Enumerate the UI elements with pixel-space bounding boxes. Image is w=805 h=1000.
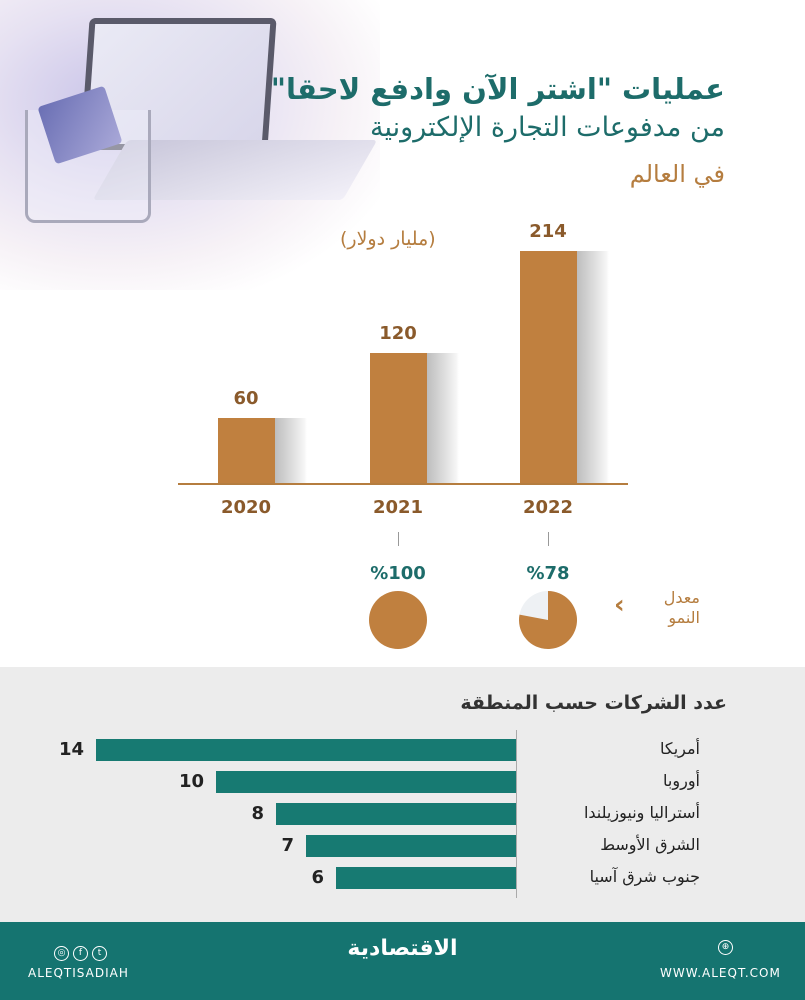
hbar-1 [216, 771, 516, 793]
bar-2021 [370, 352, 427, 483]
subtitle-region: في العالم [629, 160, 725, 188]
growth-pie-2022 [519, 591, 577, 649]
subtitle: من مدفوعات التجارة الإلكترونية [370, 112, 725, 143]
growth-percent-label: %100 [370, 563, 426, 584]
region-label: أستراليا ونيوزيلندا [583, 803, 700, 822]
social-icons: ◎ f t [52, 940, 109, 961]
pie-slice [519, 591, 577, 649]
year-label: 2020 [220, 497, 272, 518]
bar-2020 [218, 417, 275, 483]
hbar-value-label: 10 [178, 771, 204, 792]
hbar-value-label: 7 [281, 835, 294, 856]
twitter-icon[interactable]: t [92, 946, 107, 961]
logo: الاقتصادية [347, 936, 458, 961]
hbar-value-label: 8 [251, 803, 264, 824]
bar-shadow [275, 417, 307, 483]
globe-icon: ⊕ [718, 940, 733, 955]
hero-photo [0, 0, 380, 290]
year-label: 2022 [522, 497, 574, 518]
title: عمليات "اشتر الآن وادفع لاحقا" [270, 72, 725, 106]
region-label: أمريكا [659, 739, 700, 758]
hbar-value-label: 6 [311, 867, 324, 888]
hbar-4 [336, 867, 516, 889]
hbar-value-label: 14 [58, 739, 84, 760]
tick-mark [398, 532, 399, 546]
bar-shadow [577, 251, 609, 483]
facebook-icon[interactable]: f [73, 946, 88, 961]
growth-percent-label: %78 [526, 563, 570, 584]
website-link[interactable]: WWW.ALEQT.COM [660, 966, 781, 980]
pie-slice [369, 591, 427, 649]
footer: ◎ f t ALEQTISADIAH الاقتصادية ⊕ WWW.ALEQT.… [0, 922, 805, 1000]
region-label: الشرق الأوسط [600, 835, 700, 854]
growth-pie-2021 [369, 591, 427, 649]
instagram-icon[interactable]: ◎ [54, 946, 69, 961]
bar-value-label: 60 [233, 387, 259, 409]
region-label: أوروبا [663, 771, 700, 790]
region-label: جنوب شرق آسيا [589, 867, 700, 886]
growth-label: معدل النمو [663, 588, 700, 627]
bar-2022 [520, 251, 577, 483]
chart-baseline [178, 483, 628, 485]
social-handle[interactable]: ALEQTISADIAH [28, 966, 129, 980]
chevron-left-icon: ‹ [614, 590, 625, 620]
hbar-2 [276, 803, 516, 825]
bar-shadow [427, 352, 459, 483]
bar-value-label: 120 [379, 322, 417, 344]
axis-line [516, 730, 517, 898]
unit-label: (مليار دولار) [340, 228, 436, 250]
hbar-0 [96, 739, 516, 761]
companies-chart-title: عدد الشركات حسب المنطقة [460, 692, 727, 714]
tick-mark [548, 532, 549, 546]
hbar-3 [306, 835, 516, 857]
year-label: 2021 [372, 497, 424, 518]
bar-value-label: 214 [529, 221, 567, 242]
